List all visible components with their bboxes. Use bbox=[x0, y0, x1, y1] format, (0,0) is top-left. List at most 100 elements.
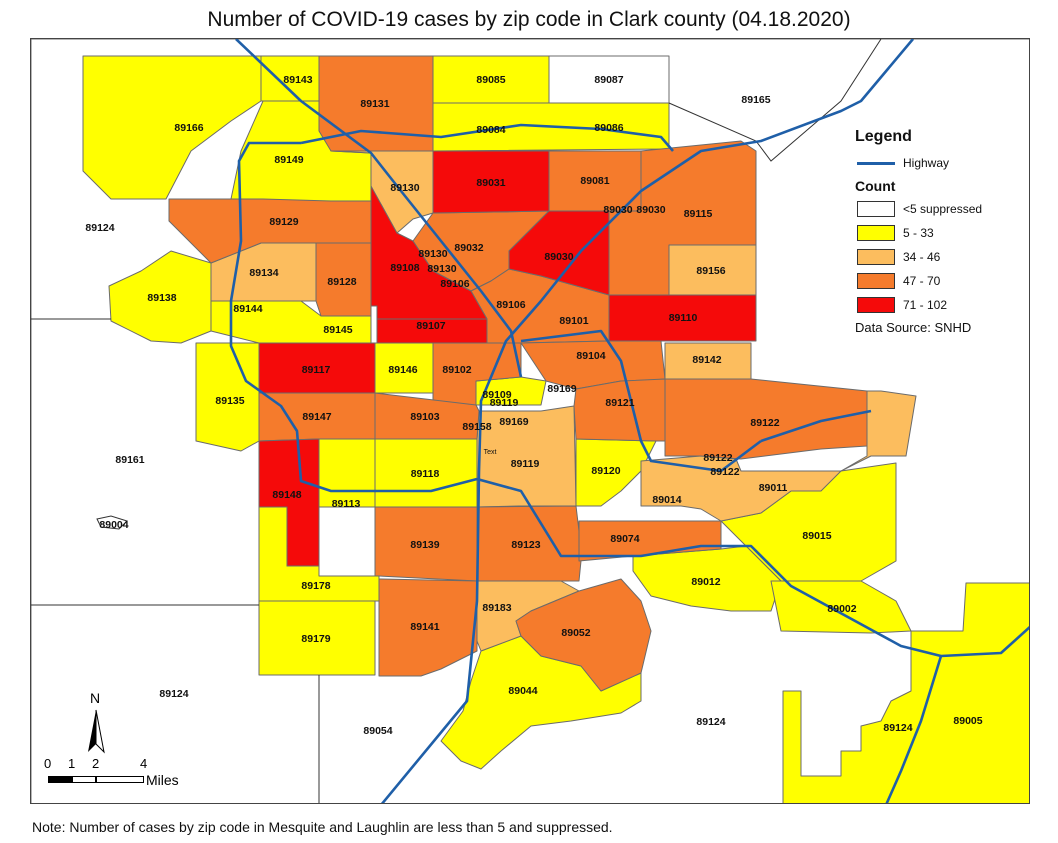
zip-label: 89158 bbox=[462, 421, 491, 433]
highway-us95 bbox=[235, 39, 523, 378]
zip-area-89179 bbox=[258, 600, 376, 676]
north-arrow-icon bbox=[88, 709, 105, 754]
zip-label: 89122 bbox=[703, 452, 732, 464]
zip-label: 89030 bbox=[544, 251, 573, 263]
zip-label: 89148 bbox=[272, 489, 301, 501]
zip-boundary bbox=[668, 39, 882, 162]
zip-label: 89119 bbox=[490, 397, 519, 409]
legend-class-label: 34 - 46 bbox=[903, 250, 941, 264]
zip-label: 89108 bbox=[390, 262, 419, 274]
zip-label: 89106 bbox=[440, 278, 469, 290]
zip-label: 89106 bbox=[496, 299, 525, 311]
zip-area-89148 bbox=[258, 438, 320, 567]
highway-215-west bbox=[229, 141, 478, 493]
zip-area-89128 bbox=[315, 242, 372, 317]
zip-label: 89122 bbox=[710, 466, 739, 478]
zip-label: 89130 bbox=[390, 182, 419, 194]
zip-label: 89149 bbox=[274, 154, 303, 166]
zip-label: 89179 bbox=[301, 633, 330, 645]
zip-label: 89141 bbox=[410, 621, 439, 633]
zip-labels: 89143 89085 89087 89165 89166 89131 89084 89086… bbox=[85, 74, 982, 737]
legend-class: 34 - 46 bbox=[855, 246, 1025, 270]
highway-215-south bbox=[476, 477, 1029, 658]
zip-label: 89054 bbox=[363, 725, 392, 737]
zip-label: 89124 bbox=[696, 716, 725, 728]
highway-spur bbox=[760, 409, 872, 443]
zip-label: 89120 bbox=[591, 465, 620, 477]
zip-label: 89161 bbox=[115, 454, 144, 466]
zip-label: 89156 bbox=[696, 265, 725, 277]
zip-label: 89123 bbox=[511, 539, 540, 551]
zip-label: 89031 bbox=[476, 177, 505, 189]
zip-label: 89113 bbox=[332, 498, 361, 510]
zip-label: 89124 bbox=[159, 688, 188, 700]
north-arrow: N bbox=[82, 690, 112, 755]
zip-label: 89101 bbox=[559, 315, 588, 327]
zip-label: 89117 bbox=[302, 364, 331, 376]
zip-label: 89015 bbox=[802, 530, 831, 542]
zip-label: 89115 bbox=[684, 208, 713, 220]
legend-swatch bbox=[857, 297, 895, 313]
zip-label: 89012 bbox=[691, 576, 720, 588]
zip-label: 89166 bbox=[174, 122, 203, 134]
zip-label: 89104 bbox=[576, 350, 605, 362]
north-label: N bbox=[90, 690, 101, 706]
highway-line-swatch bbox=[857, 162, 895, 165]
map-title: Number of COVID-19 cases by zip code in … bbox=[207, 8, 851, 31]
highway-515 bbox=[520, 329, 762, 473]
zip-label: 89052 bbox=[561, 627, 590, 639]
legend-swatch bbox=[857, 201, 895, 217]
legend-title: Legend bbox=[855, 128, 912, 145]
zip-code-map: 89143 89085 89087 89165 89166 89131 89084 89086… bbox=[31, 39, 1029, 803]
zip-area-89012 bbox=[632, 545, 782, 612]
zip-label: 89074 bbox=[610, 533, 639, 545]
zip-label: 89109 bbox=[482, 389, 511, 401]
zip-label: 89178 bbox=[301, 580, 330, 592]
zip-label: 89130 bbox=[427, 263, 456, 275]
zip-label: 89121 bbox=[605, 397, 634, 409]
zip-area-89005 bbox=[782, 582, 1029, 803]
legend: Legend Highway Count <5 suppressed 5 - 33… bbox=[855, 128, 1025, 335]
zip-label: 89102 bbox=[442, 364, 471, 376]
scale-segment bbox=[48, 776, 72, 783]
zip-area-89074 bbox=[578, 520, 722, 562]
zip-label: 89128 bbox=[327, 276, 356, 288]
legend-highway-label: Highway bbox=[903, 156, 950, 170]
zip-label: 89081 bbox=[580, 175, 609, 187]
legend-class: 71 - 102 bbox=[855, 294, 1025, 318]
zip-label: 89134 bbox=[249, 267, 278, 279]
zip-label: 89122 bbox=[750, 417, 779, 429]
zip-label: 89119 bbox=[511, 458, 540, 470]
zip-area-89123 bbox=[476, 505, 582, 582]
scale-unit: Miles bbox=[146, 772, 179, 788]
zip-label: 89165 bbox=[741, 94, 770, 106]
legend-count-title: Count bbox=[855, 178, 896, 194]
legend-class: 5 - 33 bbox=[855, 222, 1025, 246]
scale-bar: 0 1 2 4 Miles bbox=[44, 756, 204, 796]
zip-label: 89030 bbox=[636, 204, 665, 216]
legend-classes: <5 suppressed 5 - 33 34 - 46 47 - 70 71 - 10… bbox=[855, 198, 1025, 318]
zip-label: 89004 bbox=[99, 519, 128, 531]
zip-label: 89030 bbox=[603, 204, 632, 216]
scale-tick-2: 2 bbox=[92, 756, 100, 771]
map-frame: 89143 89085 89087 89165 89166 89131 89084 89086… bbox=[30, 38, 1030, 804]
zip-label: 89103 bbox=[410, 411, 439, 423]
legend-class-label: 5 - 33 bbox=[903, 226, 934, 240]
zip-label: 89131 bbox=[360, 98, 389, 110]
zip-area-89115 bbox=[608, 140, 757, 296]
zip-area-89108 bbox=[370, 185, 488, 320]
zip-area-89110 bbox=[608, 294, 757, 342]
legend-highway: Highway bbox=[855, 152, 1025, 176]
zip-label: 89002 bbox=[827, 603, 856, 615]
zip-area-89131 bbox=[318, 55, 434, 152]
zip-area-89103 bbox=[374, 392, 480, 440]
zip-label: 89107 bbox=[416, 320, 445, 332]
zip-label: 89130 bbox=[418, 248, 447, 260]
highways bbox=[229, 39, 1029, 803]
zip-label: 89087 bbox=[594, 74, 623, 86]
highway-215-north bbox=[300, 123, 674, 152]
zip-label: 89011 bbox=[759, 482, 788, 494]
zip-area-89122 bbox=[664, 378, 868, 460]
highway-i15 bbox=[380, 39, 914, 803]
legend-class: <5 suppressed bbox=[855, 198, 1025, 222]
